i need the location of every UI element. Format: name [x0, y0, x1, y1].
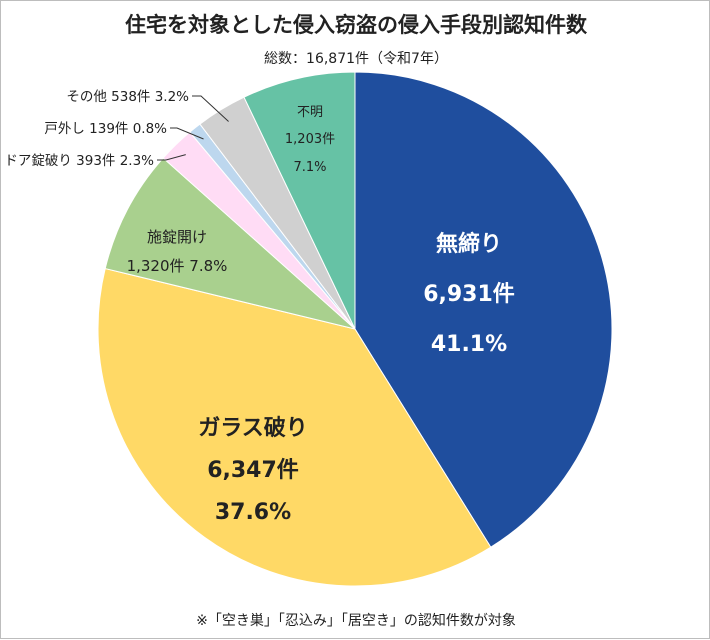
slice-label-無締り-name: 無締り	[436, 231, 502, 257]
chart-title: 住宅を対象とした侵入窃盗の侵入手段別認知件数	[125, 13, 588, 37]
slice-label-戸外し: 戸外し 139件 0.8%	[44, 121, 167, 137]
slice-labels: 無締り 6,931件 41.1% ガラス破り 6,347件 37.6% 施錠開け 1,320件…	[4, 89, 514, 525]
chart-subtitle: 総数：16,871件（令和7年）	[264, 51, 448, 67]
slice-無締り	[354, 71, 613, 548]
slice-ガラス破り	[97, 267, 492, 587]
slice-label-ガラス破り-name: ガラス破り	[198, 415, 308, 441]
leader-lines	[157, 95, 229, 161]
slice-label-無締り-count: 6,931件	[423, 282, 515, 307]
leader-line-戸外し	[170, 127, 204, 140]
slice-label-無締り-percent: 41.1%	[431, 332, 507, 357]
slice-label-施錠開け-count: 1,320件 7.8%	[127, 257, 228, 275]
pie-slices	[97, 71, 613, 587]
slice-label-その他: その他 538件 3.2%	[66, 89, 189, 105]
chart-footnote: ※「空き巣」「忍込み」「居空き」の認知件数が対象	[196, 612, 516, 629]
slice-label-ガラス破り-percent: 37.6%	[215, 500, 291, 525]
slice-label-ガラス破り-count: 6,347件	[207, 458, 299, 483]
slice-施錠開け	[104, 157, 356, 330]
leader-line-その他	[192, 95, 229, 122]
slice-label-不明-percent: 7.1%	[293, 160, 326, 175]
slice-label-ドア錠破り: ドア錠破り 393件 2.3%	[4, 153, 154, 169]
slice-不明	[243, 71, 356, 330]
slice-label-不明-count: 1,203件	[285, 132, 335, 147]
leader-line-ドア錠破り	[157, 154, 186, 161]
slice-label-不明-name: 不明	[297, 105, 323, 120]
slice-label-施錠開け-name: 施錠開け	[147, 228, 207, 246]
